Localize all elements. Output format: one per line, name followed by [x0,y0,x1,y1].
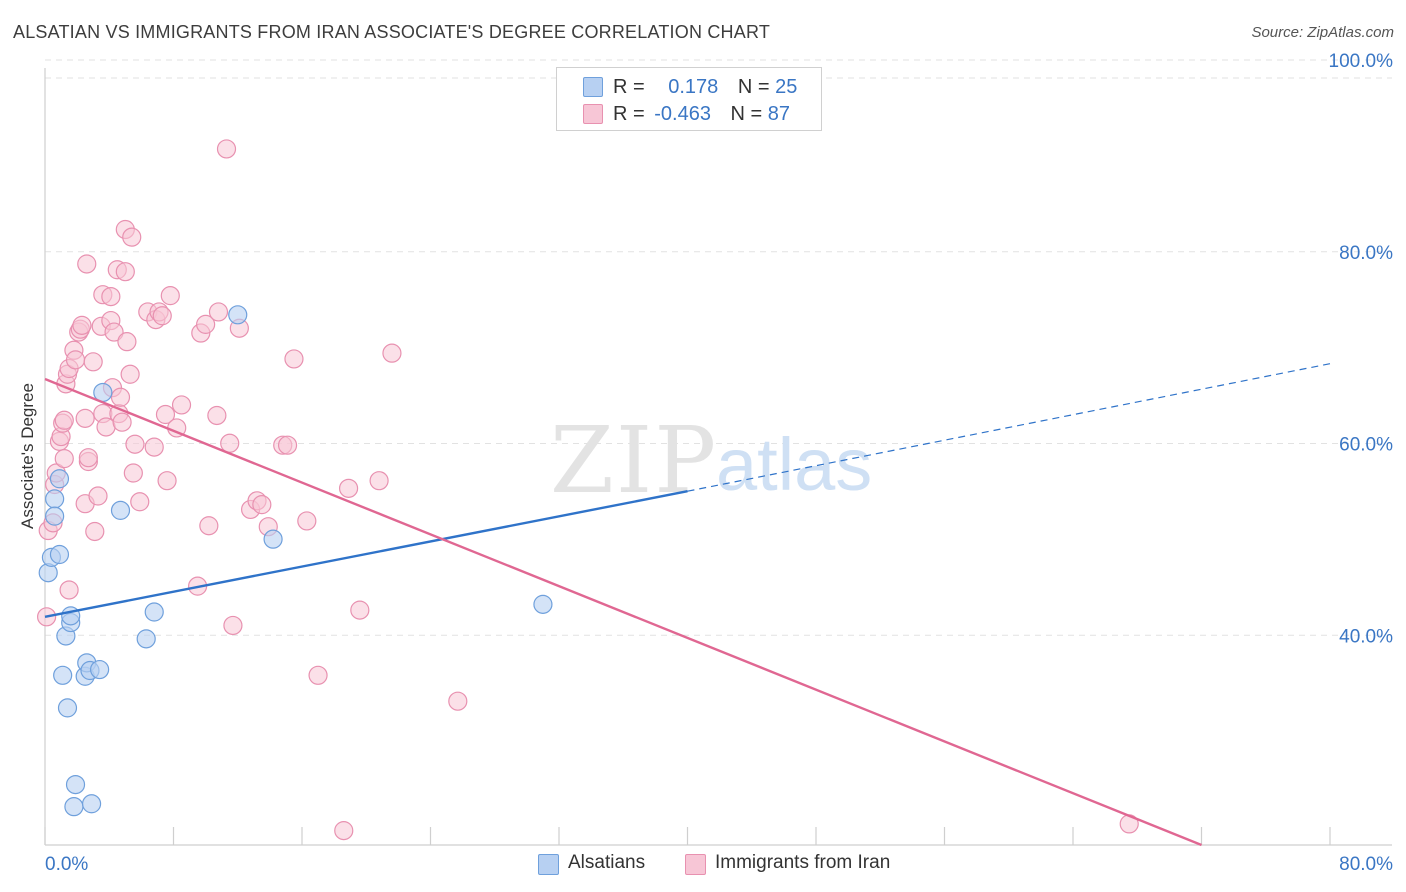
data-point-iran [120,364,140,384]
legend-r-value: 0.178 [668,75,719,98]
data-point-iran [284,349,304,369]
data-point-iran [72,315,92,335]
data-point-iran [199,516,219,536]
data-point-iran [196,314,216,334]
data-point-alsatian [228,305,248,325]
data-point-iran [208,302,229,322]
data-point-alsatian [65,774,86,795]
source-label: Source: ZipAtlas.com [1251,24,1394,41]
trend-line-iran [44,377,1202,847]
data-point-iran [123,463,143,483]
watermark: ZIP atlas [550,407,872,514]
legend-swatch-iran [583,104,603,124]
data-point-iran [334,821,354,841]
data-point-iran [171,395,192,415]
data-point-alsatian [263,529,283,549]
data-point-iran [207,405,227,426]
data-point-iran [101,286,121,307]
chart-title: ALSATIAN VS IMMIGRANTS FROM IRAN ASSOCIA… [13,22,771,42]
grid-lines [45,59,1392,636]
data-point-alsatian [49,469,70,489]
legend-n-label: N = [730,102,763,125]
data-point-iran [54,449,74,469]
watermark-zip: ZIP [550,407,718,514]
bottom-legend-label: Immigrants from Iran [715,852,891,873]
data-point-iran [130,492,150,512]
data-point-iran [112,412,132,432]
data-point-iran [75,408,95,428]
data-point-alsatian [64,797,84,817]
data-point-alsatian [57,698,78,718]
trend-lines [44,363,1331,847]
data-point-alsatian [110,500,131,520]
data-point-iran [216,139,237,159]
legend-r-label: R = [613,75,645,98]
legend-n-value: 87 [767,102,791,125]
data-point-iran [382,343,402,363]
bottom-swatch-iran [685,854,706,875]
data-point-iran [157,471,177,491]
data-point-iran [65,350,86,370]
x-tick-label: 0.0% [45,854,88,875]
data-point-alsatian [90,659,110,680]
data-point-alsatian [53,665,73,685]
data-point-alsatian [45,489,65,509]
data-point-iran [125,434,145,454]
data-point-alsatian [49,544,70,565]
data-point-iran [448,691,468,711]
data-point-iran [54,410,74,430]
data-point-iran [85,521,105,542]
legend-swatch-alsatians [583,77,603,97]
data-point-iran [144,437,164,457]
data-point-iran [220,433,240,453]
data-point-iran [297,511,317,531]
trend-line-alsatians-dashed [687,363,1331,492]
data-point-alsatian [533,594,553,614]
data-point-alsatian [144,602,164,622]
watermark-atlas: atlas [716,423,872,506]
data-point-iran [223,615,243,636]
y-axis-label: Associate's Degree [18,383,37,529]
y-tick-label: 80.0% [1339,243,1393,264]
y-tick-label: 100.0% [1329,51,1394,72]
legend-r-value: -0.463 [654,102,711,125]
data-point-iran [122,227,142,247]
data-point-alsatian [45,506,65,526]
data-point-iran [160,286,180,306]
data-point-iran [88,486,108,506]
legend-n-value: 25 [775,75,798,98]
data-point-iran [59,580,79,600]
data-points [37,139,1139,841]
data-point-iran [155,404,176,425]
data-point-iran [83,352,103,372]
data-point-iran [115,262,135,282]
data-point-iran [104,322,124,342]
bottom-legend-label: Alsatians [568,852,646,873]
data-point-alsatian [136,629,156,649]
legend-r-label: R = [613,102,645,125]
data-point-iran [338,478,359,498]
data-point-iran [78,448,98,468]
bottom-swatch-alsatians [538,854,559,875]
data-point-iran [152,306,172,326]
y-tick-label: 60.0% [1339,435,1393,456]
x-tick-label: 80.0% [1339,854,1393,875]
data-point-iran [252,495,272,515]
data-point-iran [77,254,97,274]
legend-n-label: N = [737,75,770,98]
correlation-legend: R = 0.178 N = 25 R = -0.463 N = 87 [556,67,822,131]
data-point-iran [277,435,298,455]
data-point-iran [110,387,131,407]
data-point-alsatian [81,794,102,814]
data-point-iran [350,600,370,620]
data-point-iran [96,417,116,437]
tick-labels: 40.0% 60.0% 80.0% 100.0% 0.0% 80.0% [45,51,1393,875]
axes [44,68,1392,846]
trend-line-alsatians [44,490,688,618]
data-point-iran [369,471,389,491]
data-point-iran [308,665,328,685]
y-tick-label: 40.0% [1339,626,1393,647]
data-point-iran [117,332,137,352]
